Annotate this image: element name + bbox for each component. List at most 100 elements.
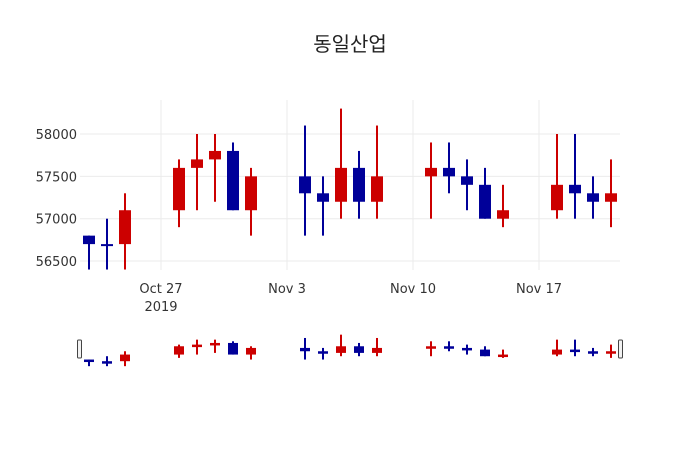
slider-candle <box>426 341 436 357</box>
y-tick-label: 57000 <box>36 213 77 228</box>
slider-candle <box>588 347 598 357</box>
slider-candle-body <box>300 347 310 352</box>
candle-body <box>209 150 221 160</box>
candle-body <box>353 167 365 202</box>
slider-candle <box>354 342 364 357</box>
range-slider[interactable] <box>77 334 623 367</box>
candle-body <box>425 167 437 177</box>
slider-candle-body <box>588 351 598 354</box>
y-axis: 56500 57000 57500 58000 <box>36 128 77 270</box>
candle-body <box>371 176 383 202</box>
candle[interactable] <box>479 167 491 219</box>
candle-body <box>299 176 311 194</box>
candle-body <box>551 184 563 211</box>
candle[interactable] <box>119 193 131 270</box>
y-tick-label: 56500 <box>36 255 77 270</box>
candle[interactable] <box>335 108 347 219</box>
slider-candle-body <box>318 351 328 354</box>
candle[interactable] <box>191 134 203 211</box>
y-tick-label: 57500 <box>36 170 77 185</box>
slider-candle-body <box>498 354 508 358</box>
candle-body <box>101 244 113 247</box>
candle[interactable] <box>317 176 329 236</box>
slider-candle <box>84 359 94 367</box>
candle-body <box>227 150 239 211</box>
x-tick-label: Oct 27 <box>139 282 182 297</box>
candle-body <box>335 167 347 202</box>
candle[interactable] <box>245 167 257 236</box>
candle-body <box>587 193 599 202</box>
slider-candle <box>498 349 508 358</box>
chart-title: 동일산업 <box>313 32 387 56</box>
candle-body <box>605 193 617 202</box>
x-tick-label: Nov 3 <box>268 282 306 297</box>
y-tick-label: 58000 <box>36 128 77 143</box>
candle[interactable] <box>461 159 473 211</box>
slider-candle <box>462 344 472 355</box>
range-slider-right-handle[interactable] <box>618 339 623 359</box>
candle-body <box>191 159 203 168</box>
slider-candle-body <box>372 347 382 353</box>
candle[interactable] <box>101 218 113 270</box>
slider-candle-body <box>336 346 346 353</box>
candle[interactable] <box>551 134 563 219</box>
candle[interactable] <box>443 142 455 194</box>
x-tick-label: Nov 17 <box>516 282 562 297</box>
candle-body <box>569 184 581 194</box>
candle[interactable] <box>209 134 221 202</box>
slider-candle-body <box>354 346 364 353</box>
slider-candle-body <box>228 342 238 355</box>
candle[interactable] <box>425 142 437 219</box>
slider-candle <box>120 351 130 367</box>
candle[interactable] <box>569 134 581 219</box>
slider-candle <box>372 337 382 357</box>
slider-candle <box>174 344 184 358</box>
slider-candle <box>300 337 310 360</box>
candle[interactable] <box>83 235 95 270</box>
candle[interactable] <box>353 150 365 219</box>
slider-candle-body <box>102 361 112 364</box>
candle-body <box>83 235 95 245</box>
slider-candle <box>336 334 346 357</box>
candle-body <box>173 167 185 211</box>
candle[interactable] <box>605 159 617 228</box>
gridlines <box>80 100 620 270</box>
slider-candle-body <box>210 342 220 346</box>
x-tick-year-label: 2019 <box>144 300 177 315</box>
slider-candle <box>552 339 562 357</box>
candles[interactable] <box>83 108 617 270</box>
candle[interactable] <box>173 159 185 228</box>
candle-body <box>245 176 257 211</box>
slider-candle <box>444 341 454 352</box>
slider-candle-body <box>246 347 256 355</box>
x-axis: Oct 27 2019 Nov 3 Nov 10 Nov 17 <box>139 282 562 315</box>
slider-candle-body <box>174 346 184 355</box>
x-tick-label: Nov 10 <box>390 282 436 297</box>
slider-candle-body <box>192 344 202 348</box>
candle-body <box>443 167 455 177</box>
slider-candle <box>606 344 616 358</box>
candle-body <box>317 193 329 202</box>
slider-candle-body <box>570 349 580 353</box>
candle[interactable] <box>587 176 599 219</box>
slider-candle <box>318 347 328 360</box>
candle-body <box>479 184 491 219</box>
slider-candle <box>570 339 580 357</box>
candle[interactable] <box>497 184 509 228</box>
candle-body <box>497 210 509 219</box>
range-slider-left-handle[interactable] <box>77 339 82 359</box>
slider-candle <box>246 346 256 360</box>
slider-candle-body <box>444 346 454 349</box>
slider-candle-body <box>120 354 130 362</box>
candle[interactable] <box>299 125 311 236</box>
slider-candle-body <box>552 349 562 355</box>
slider-candle <box>210 339 220 353</box>
slider-candle <box>480 346 490 357</box>
slider-candle <box>192 339 202 355</box>
candle[interactable] <box>371 125 383 219</box>
slider-candle-body <box>84 359 94 363</box>
candle[interactable] <box>227 142 239 211</box>
candle-body <box>461 176 473 185</box>
slider-candle-body <box>480 349 490 357</box>
